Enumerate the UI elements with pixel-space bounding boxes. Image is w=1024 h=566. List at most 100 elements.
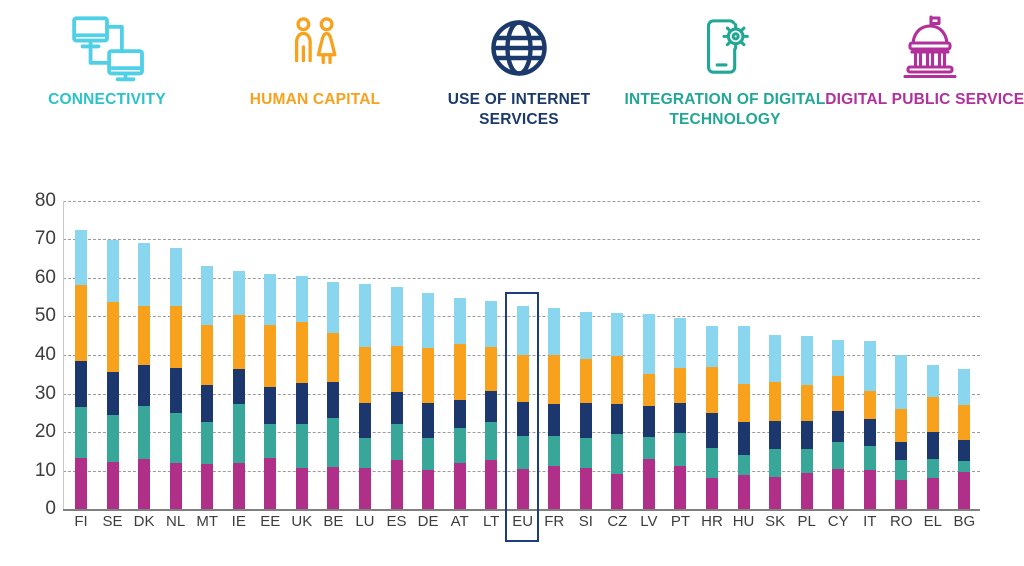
bar-CY bbox=[832, 340, 845, 510]
bar-segment-EE bbox=[264, 457, 277, 510]
bar-segment-EL bbox=[926, 478, 939, 510]
bar-PL bbox=[800, 335, 813, 510]
bar-segment-LU bbox=[358, 467, 371, 510]
bar-segment-RO bbox=[895, 441, 908, 460]
x-tick-label-BG: BG bbox=[953, 513, 976, 530]
bar-UK bbox=[295, 276, 308, 510]
bar-segment-SK bbox=[769, 420, 782, 450]
bar-segment-HU bbox=[737, 383, 750, 423]
bar-segment-AT bbox=[453, 298, 466, 345]
bar-segment-ES bbox=[390, 459, 403, 510]
bar-segment-IT bbox=[863, 446, 876, 470]
bar-segment-SI bbox=[579, 359, 592, 404]
bar-segment-IT bbox=[863, 469, 876, 510]
bar-segment-DE bbox=[422, 469, 435, 510]
bar-segment-HR bbox=[706, 366, 718, 414]
bar-segment-PL bbox=[800, 385, 813, 421]
x-tick-label-ES: ES bbox=[386, 513, 407, 530]
legend-label-connectivity: CONNECTIVITY bbox=[48, 91, 166, 108]
government-building-icon bbox=[898, 10, 962, 86]
bar-segment-EE bbox=[264, 424, 277, 458]
bar-FR bbox=[548, 307, 561, 510]
bar-segment-SI bbox=[579, 403, 592, 439]
x-tick-label-LV: LV bbox=[640, 513, 658, 530]
bar-segment-EU bbox=[516, 436, 529, 469]
bar-HR bbox=[706, 325, 718, 510]
bar-segment-UK bbox=[295, 321, 308, 383]
x-tick-label-CZ: CZ bbox=[607, 513, 628, 530]
bar-segment-CZ bbox=[611, 355, 624, 405]
legend-label-digital-public-services: DIGITAL PUBLIC SERVICES bbox=[825, 91, 1024, 108]
bar-segment-HU bbox=[737, 474, 750, 510]
bar-segment-AT bbox=[453, 463, 466, 510]
bar-HU bbox=[737, 326, 750, 510]
bar-PT bbox=[674, 317, 687, 510]
bar-EU bbox=[516, 306, 529, 510]
y-tick-label-20: 20 bbox=[34, 421, 56, 443]
bar-segment-SI bbox=[579, 467, 592, 510]
bar-segment-PL bbox=[800, 335, 813, 386]
eu-highlight-box bbox=[505, 291, 540, 542]
bar-MT bbox=[201, 265, 214, 510]
bar-segment-SK bbox=[769, 477, 782, 510]
bar-segment-LV bbox=[642, 373, 655, 407]
y-axis-line bbox=[63, 200, 64, 510]
bar-BG bbox=[958, 368, 971, 510]
bar-segment-FI bbox=[75, 230, 87, 286]
bar-segment-LU bbox=[358, 346, 371, 404]
bar-segment-LT bbox=[485, 422, 498, 461]
bar-segment-IE bbox=[232, 463, 245, 510]
bar-segment-MT bbox=[201, 421, 214, 465]
x-tick-label-PL: PL bbox=[797, 513, 816, 530]
bar-segment-MT bbox=[201, 464, 214, 510]
bar-segment-DK bbox=[138, 459, 151, 510]
bar-segment-ES bbox=[390, 287, 403, 347]
bar-segment-EU bbox=[516, 468, 529, 510]
bar-segment-EE bbox=[264, 324, 277, 388]
bar-segment-AT bbox=[453, 428, 466, 464]
bar-segment-EU bbox=[516, 354, 529, 403]
bar-segment-PT bbox=[674, 433, 687, 467]
x-tick-label-IT: IT bbox=[863, 513, 877, 530]
bar-segment-PL bbox=[800, 472, 813, 510]
bar-segment-RO bbox=[895, 355, 908, 409]
x-tick-label-HR: HR bbox=[701, 513, 723, 530]
bar-segment-IE bbox=[232, 404, 245, 464]
bar-segment-BG bbox=[958, 472, 971, 510]
y-tick-label-50: 50 bbox=[34, 305, 56, 327]
bar-segment-FR bbox=[548, 465, 561, 510]
bar-segment-EU bbox=[516, 402, 529, 437]
x-tick-label-CY: CY bbox=[827, 513, 849, 530]
bar-segment-AT bbox=[453, 344, 466, 401]
phone-gear-icon bbox=[694, 10, 756, 86]
bar-segment-LV bbox=[642, 459, 655, 510]
bar-segment-DK bbox=[138, 405, 151, 460]
x-tick-label-EL: EL bbox=[923, 513, 943, 530]
bar-segment-NL bbox=[169, 306, 182, 369]
x-tick-label-IE: IE bbox=[231, 513, 246, 530]
legend-item-connectivity: CONNECTIVITY bbox=[2, 10, 212, 110]
bar-segment-LT bbox=[485, 301, 498, 348]
bar-segment-FR bbox=[548, 307, 561, 355]
bar-segment-HU bbox=[737, 326, 750, 384]
bar-segment-CY bbox=[832, 469, 845, 510]
x-tick-label-FR: FR bbox=[544, 513, 565, 530]
bar-NL bbox=[169, 248, 182, 510]
bar-segment-ES bbox=[390, 424, 403, 460]
bar-segment-LU bbox=[358, 284, 371, 347]
bar-segment-LT bbox=[485, 390, 498, 423]
bar-segment-IE bbox=[232, 270, 245, 315]
bar-segment-SK bbox=[769, 381, 782, 421]
bar-segment-BG bbox=[958, 439, 971, 462]
x-axis-line bbox=[63, 509, 980, 512]
bar-segment-SE bbox=[106, 462, 119, 510]
bar-LU bbox=[358, 284, 371, 510]
bar-AT bbox=[453, 298, 466, 510]
bar-segment-SK bbox=[769, 449, 782, 478]
bar-DE bbox=[422, 292, 435, 510]
bar-segment-ES bbox=[390, 391, 403, 425]
x-tick-label-LT: LT bbox=[482, 513, 500, 530]
bar-segment-DK bbox=[138, 242, 151, 307]
bar-segment-DE bbox=[422, 292, 435, 349]
bar-segment-CZ bbox=[611, 434, 624, 475]
